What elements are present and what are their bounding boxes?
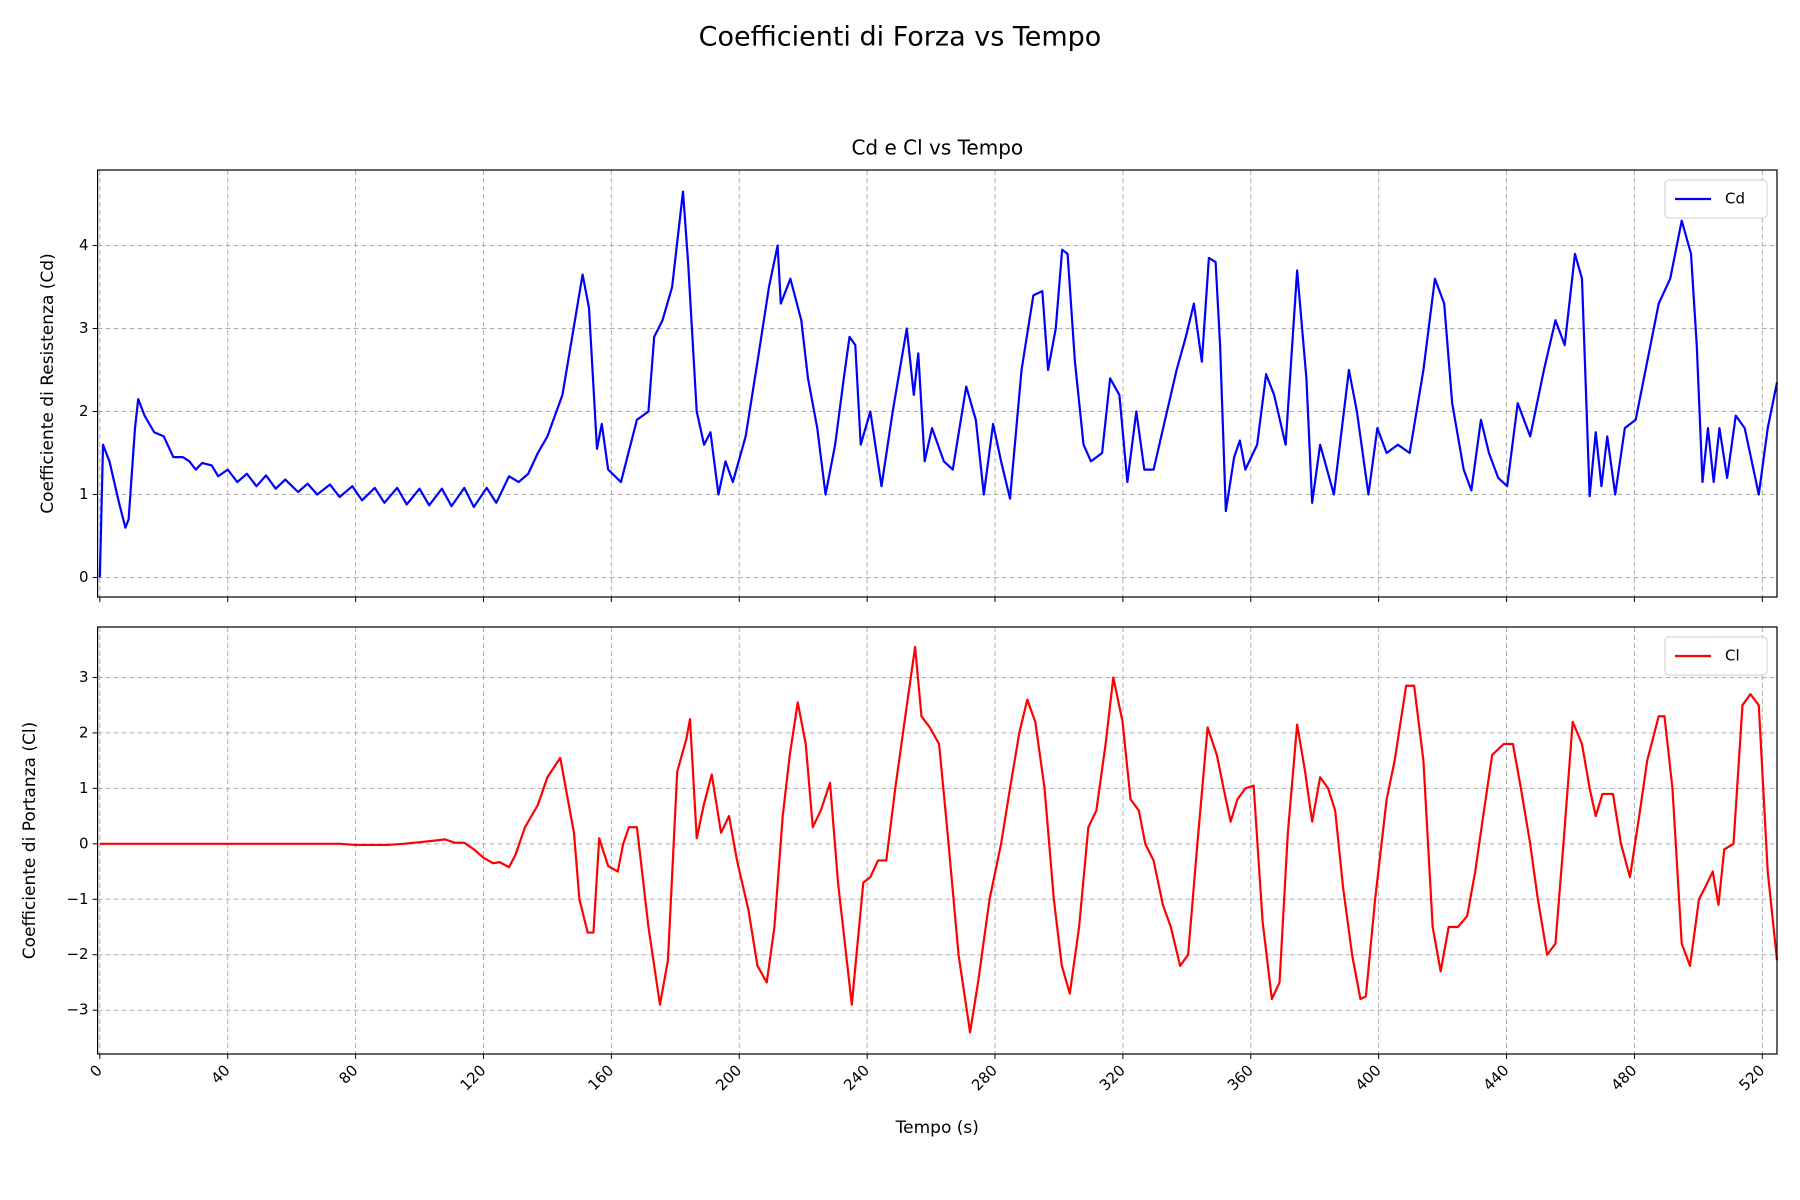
- legend-label: Cd: [1725, 190, 1745, 208]
- axes: Cd e Cl vs Tempo 0 1 2 3 4 Coefficiente di Res…: [38, 136, 1779, 602]
- data-line: [99, 645, 1779, 1034]
- y-tick-label: 0: [79, 834, 89, 852]
- axes-frame: [96, 169, 1778, 598]
- y-tick-label: 1: [79, 485, 89, 503]
- legend: Cl: [1664, 636, 1768, 676]
- legend-box: [1664, 179, 1768, 219]
- y-tick-label: 2: [79, 402, 89, 420]
- y-tick-label: 3: [79, 319, 89, 337]
- figure-title: Coefficienti di Forza vs Tempo: [699, 22, 1102, 53]
- y-axis-label: Coefficiente di Portanza (Cl): [20, 722, 40, 959]
- y-tick-label: 0: [79, 568, 89, 586]
- x-axis-label: Tempo (s): [895, 1118, 979, 1138]
- y-tick-label: 2: [79, 723, 89, 741]
- y-tick-label: 1: [79, 779, 89, 797]
- axes-frame: [96, 626, 1778, 1055]
- y-tick-label: 3: [79, 668, 89, 686]
- y-axis-label: Coefficiente di Resistenza (Cd): [38, 253, 58, 513]
- data-line: [98, 190, 1779, 578]
- legend-label: Cl: [1725, 647, 1740, 665]
- y-tick-label: 4: [79, 236, 89, 254]
- y-tick-label: −2: [66, 945, 88, 963]
- y-tick-label: −3: [66, 1001, 88, 1019]
- legend: Cd: [1664, 179, 1768, 219]
- y-tick-label: −1: [66, 890, 88, 908]
- axes-title: Cd e Cl vs Tempo: [851, 136, 1023, 160]
- legend-box: [1664, 636, 1768, 676]
